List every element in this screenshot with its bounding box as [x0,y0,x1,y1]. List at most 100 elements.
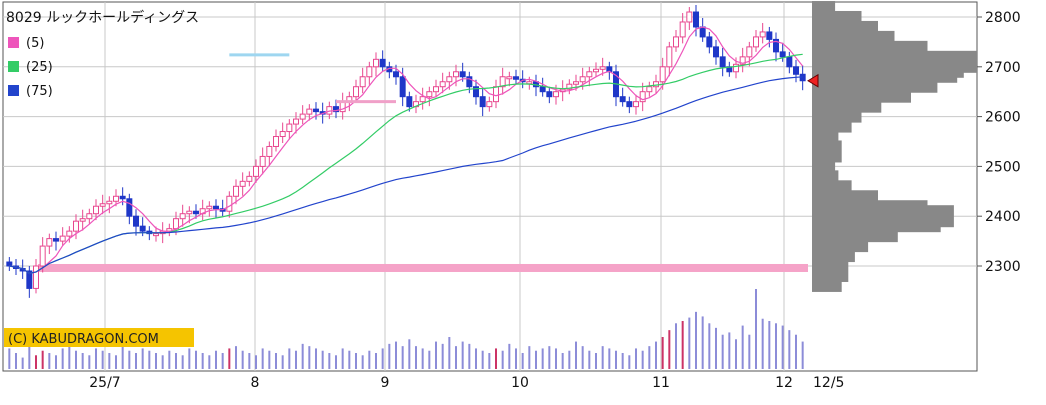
volume-bar [41,350,44,369]
volume-bar [708,323,711,369]
plot-frame [2,1,978,372]
legend-swatch-25 [8,61,19,72]
candle-body [313,108,319,113]
candle-body [693,11,699,28]
candle-body [6,261,13,267]
candle-body [66,230,73,237]
volume-bar [648,346,651,369]
volume-bar [48,353,51,369]
volume-bar [548,346,551,369]
candle-body [466,76,473,88]
volume-bar [188,348,191,369]
candle-body [666,46,673,68]
candle-body [193,210,199,215]
volume-bar [215,350,217,369]
volume-bar [768,321,771,369]
candle-body [453,71,459,78]
volume-bar [728,332,731,369]
volume-bar [175,353,177,369]
candle-body [486,101,493,108]
volume-bar [615,350,617,369]
candle-body [779,51,786,58]
volume-bar [268,350,271,369]
volume-bar [388,343,391,369]
candle-body [299,113,306,120]
candle-body [759,31,766,38]
candle-body [493,86,499,103]
candle-body [79,218,86,222]
volume-bar [595,353,597,369]
watermark: (C) KABUDRAGON.COM [8,332,159,347]
volume-bar [501,350,504,369]
volume-bar [755,289,757,369]
candle-body [206,205,213,210]
candle-body [586,71,593,78]
volume-bar [401,346,404,369]
candle-body [573,81,579,85]
volume-bar [288,348,291,369]
candle-body [746,46,753,58]
candle-body [306,108,313,115]
candle-body [753,36,759,48]
volume-bar [21,357,24,369]
candle-body [373,58,379,68]
volume-bar [788,330,791,369]
candle-body [626,101,633,108]
candle-body [619,96,626,103]
volume-bar [668,330,671,369]
candle-body [266,145,273,157]
candle-body [733,63,739,73]
candle-body [659,66,666,83]
candle-body [93,205,99,215]
candle-body [633,101,639,108]
candle-body [579,76,586,83]
candle-body [139,225,146,232]
volume-bar [448,337,451,369]
candle-body [446,76,453,83]
volume-bar [148,350,151,369]
candle-body [379,58,386,68]
candle-body [239,180,246,187]
volume-bar [475,348,477,369]
last-price-marker [807,73,819,88]
volume-bar [235,346,237,369]
candle-body [773,38,779,53]
last-date-label: 12/5 [813,375,844,391]
candle-body [119,195,126,200]
candle-body [26,270,33,289]
volume-bar [228,348,231,369]
candle-body [686,11,693,23]
y-tick-label: 2400 [985,209,1021,225]
volume-bar [348,350,351,369]
candle-body [639,91,646,103]
candle-body [333,106,339,113]
volume-bar [428,350,431,369]
candle-body [399,76,406,98]
volume-bar [575,341,577,369]
volume-bar [675,323,677,369]
volume-bar [655,341,657,369]
volume-bar [361,355,364,369]
candle-body [653,81,659,88]
ma-line-25 [9,53,803,275]
candle-body [253,165,259,177]
volume-bar [701,316,704,369]
volume-bar [281,355,284,369]
volume-bar [181,355,184,369]
volume-bar [61,348,64,369]
volume-bar [88,355,91,369]
candle-body [433,86,439,93]
candle-body [719,56,726,68]
candle-body [286,123,293,133]
legend-label-25: (25) [26,60,53,75]
volume-bar [81,353,84,369]
legend-swatch-75 [8,85,19,96]
volume-bar [515,348,517,369]
candle-body [73,220,79,232]
volume-bar [255,355,257,369]
candle-body [706,36,713,48]
candle-body [393,71,399,78]
candle-body [713,46,719,58]
ma-line-75 [9,76,803,275]
candle-body [46,238,53,247]
